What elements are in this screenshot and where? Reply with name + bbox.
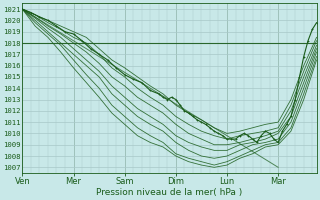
X-axis label: Pression niveau de la mer( hPa ): Pression niveau de la mer( hPa ): [96, 188, 243, 197]
